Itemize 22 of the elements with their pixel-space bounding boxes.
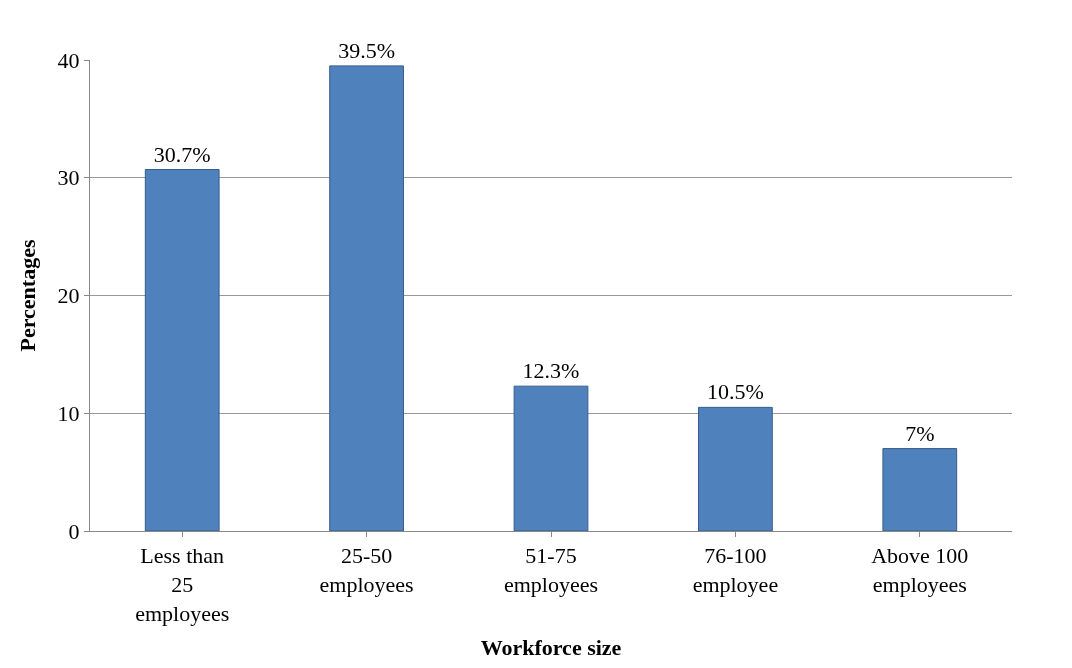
bar — [882, 448, 958, 531]
x-tick-label: Above 100 employees — [871, 543, 969, 597]
data-label: 12.3% — [522, 358, 580, 384]
y-tick-label: 10 — [57, 400, 80, 426]
data-label: 7% — [905, 420, 935, 446]
data-label: 10.5% — [706, 379, 764, 405]
x-axis-title: Workforce size — [480, 635, 622, 661]
bar — [513, 385, 589, 531]
x-tick-label: Less than 25 employees — [135, 543, 230, 626]
x-tick-label: 51-75 employees — [503, 543, 599, 597]
bar — [144, 169, 220, 531]
data-label: 30.7% — [153, 141, 211, 167]
y-tick-label: 30 — [57, 165, 80, 191]
bar — [329, 65, 404, 531]
x-tick-label: 25-50 employees — [319, 543, 414, 597]
y-tick-label: 0 — [68, 518, 80, 544]
data-label: 39.5% — [338, 37, 396, 63]
bar — [698, 406, 773, 531]
x-tick-label: 76-100 employee — [692, 543, 779, 597]
y-axis-title: Percentages — [15, 239, 41, 352]
y-tick-label: 20 — [57, 283, 80, 309]
y-tick-label: 40 — [57, 47, 80, 73]
